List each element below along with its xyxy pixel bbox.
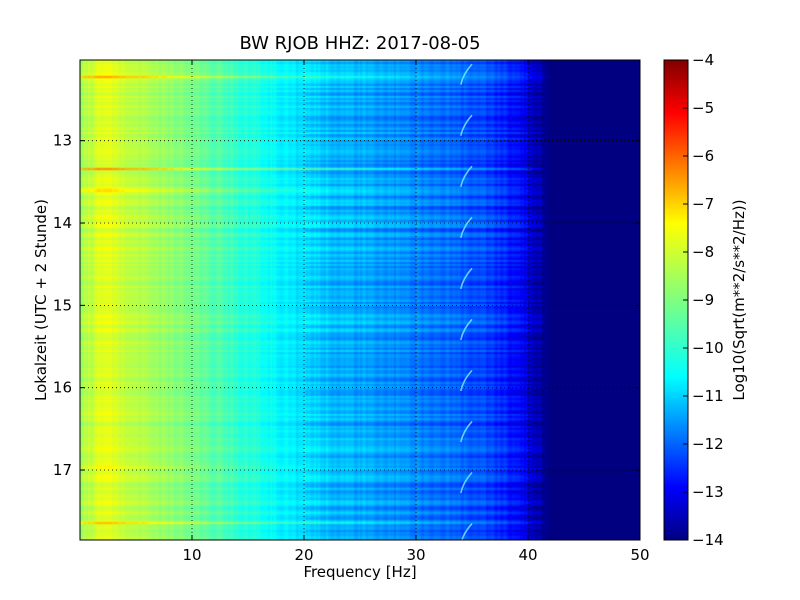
chirp-mark bbox=[460, 369, 473, 392]
y-tick-label: 16 bbox=[53, 379, 72, 397]
chirp-mark bbox=[460, 471, 473, 494]
y-tick-label: 13 bbox=[53, 132, 72, 150]
colorbar-tick-label: −8 bbox=[692, 243, 714, 261]
chirp-mark bbox=[460, 267, 473, 290]
colorbar-tick-label: −14 bbox=[692, 531, 724, 549]
chirp-mark bbox=[461, 522, 473, 540]
chirp-mark bbox=[460, 420, 473, 443]
x-tick-label: 50 bbox=[630, 546, 649, 564]
x-axis-label: Frequency [Hz] bbox=[303, 563, 416, 581]
colorbar-ticks: −4 −5 −6 −7 −8 −9 −10 −11 −12 −13 −14 bbox=[683, 51, 724, 549]
x-tick-label: 40 bbox=[518, 546, 537, 564]
colorbar-tick-label: −7 bbox=[692, 195, 714, 213]
chirp-mark bbox=[460, 216, 473, 239]
colorbar-tick-label: −13 bbox=[692, 483, 724, 501]
chirp-mark bbox=[460, 165, 473, 187]
y-axis-label: Lokalzeit (UTC + 2 Stunde) bbox=[32, 199, 50, 401]
chirp-mark bbox=[460, 318, 473, 341]
chart-title: BW RJOB HHZ: 2017-08-05 bbox=[239, 33, 480, 54]
colorbar-tick-label: −5 bbox=[692, 99, 714, 117]
y-tick-label: 17 bbox=[53, 461, 72, 479]
x-tick-label: 30 bbox=[406, 546, 425, 564]
y-tick-label: 15 bbox=[53, 296, 72, 314]
x-tick-label: 20 bbox=[294, 546, 313, 564]
chirp-mark bbox=[460, 114, 473, 136]
chirp-marks bbox=[460, 63, 473, 540]
spectrogram-heatmap bbox=[80, 60, 640, 540]
colorbar-tick-label: −12 bbox=[692, 435, 724, 453]
colorbar-tick-label: −4 bbox=[692, 51, 714, 69]
chirp-mark bbox=[460, 63, 473, 85]
colorbar-tick-label: −11 bbox=[692, 387, 724, 405]
grid-lines bbox=[80, 60, 640, 540]
x-axis-ticks: 10 20 30 40 50 bbox=[182, 60, 650, 564]
y-tick-label: 14 bbox=[53, 214, 72, 232]
colorbar-tick-label: −10 bbox=[692, 339, 724, 357]
y-axis-ticks: 13 14 15 16 17 bbox=[53, 132, 640, 479]
plot-frame bbox=[79, 59, 641, 541]
colorbar-label: Log10(Sqrt(m**2/s**2/Hz)) bbox=[730, 199, 748, 400]
x-tick-label: 10 bbox=[182, 546, 201, 564]
colorbar-tick-label: −9 bbox=[692, 291, 714, 309]
colorbar-tick-label: −6 bbox=[692, 147, 714, 165]
